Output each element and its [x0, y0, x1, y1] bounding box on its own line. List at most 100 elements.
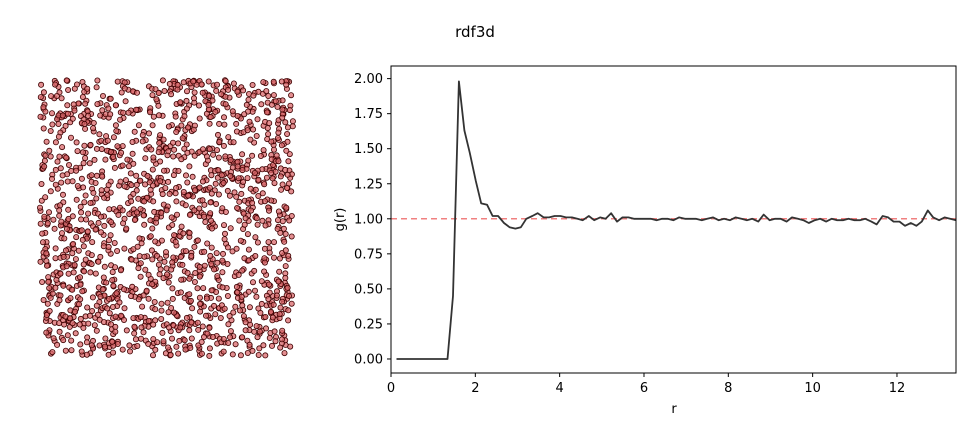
particle-point: [272, 98, 279, 105]
particle-point: [152, 86, 159, 93]
particle-point: [98, 187, 105, 194]
particle-point: [272, 338, 279, 345]
particle-point: [211, 266, 218, 273]
particle-point: [121, 245, 128, 252]
particle-point: [62, 347, 69, 354]
particle-point: [159, 191, 166, 198]
particle-point: [141, 221, 148, 228]
particle-point: [78, 348, 85, 355]
particle-point: [64, 102, 71, 109]
particle-point: [110, 349, 117, 356]
particle-point: [274, 103, 281, 110]
particle-point: [149, 256, 156, 263]
particle-point: [101, 222, 108, 229]
particle-point: [128, 256, 135, 263]
particle-point: [119, 207, 126, 214]
particle-point: [280, 225, 287, 232]
particle-point: [110, 153, 117, 160]
particle-point: [92, 179, 99, 186]
particle-point: [81, 199, 88, 206]
particle-point: [289, 123, 296, 130]
particle-point: [121, 305, 128, 312]
particle-point: [39, 230, 46, 237]
particle-point: [284, 171, 291, 178]
particle-point: [119, 143, 126, 150]
particle-point: [77, 315, 84, 322]
particle-point: [180, 230, 187, 237]
particle-point: [203, 153, 210, 160]
particle-point: [254, 221, 261, 228]
particle-point: [61, 235, 68, 242]
particle-point: [184, 179, 191, 186]
particle-point: [44, 262, 51, 269]
particle-point: [90, 189, 97, 196]
particle-point: [42, 194, 49, 201]
particle-point: [138, 324, 145, 331]
particle-point: [93, 327, 100, 334]
particle-point: [215, 191, 222, 198]
particle-point: [119, 346, 126, 353]
particle-point: [212, 311, 219, 318]
particle-point: [126, 211, 133, 218]
particle-point: [40, 125, 47, 132]
particle-point: [236, 198, 243, 205]
particle-point: [157, 178, 164, 185]
particle-point: [52, 166, 59, 173]
particle-point: [278, 142, 285, 149]
particle-point: [273, 292, 280, 299]
particle-point: [263, 109, 270, 116]
particle-point: [46, 285, 53, 292]
particle-point: [283, 204, 290, 211]
particle-point: [271, 180, 278, 187]
particle-point: [56, 320, 63, 327]
particle-point: [230, 139, 237, 146]
particle-point: [225, 134, 232, 141]
particle-point: [117, 116, 124, 123]
particle-point: [277, 173, 284, 180]
particle-point: [198, 350, 205, 357]
particle-point: [173, 184, 180, 191]
particle-point: [54, 341, 61, 348]
particle-point: [165, 279, 172, 286]
particle-point: [71, 107, 78, 114]
particle-point: [38, 81, 45, 88]
particle-point: [47, 188, 54, 195]
particle-point: [205, 93, 212, 100]
particle-point: [275, 129, 282, 136]
particle-point: [39, 278, 46, 285]
particle-point: [229, 351, 236, 358]
particle-point: [207, 217, 214, 224]
particle-point: [153, 252, 160, 259]
particle-point: [78, 209, 85, 216]
particle-point: [215, 154, 222, 161]
particle-point: [239, 167, 246, 174]
particle-point: [229, 108, 236, 115]
particle-point: [242, 327, 249, 334]
y-tick-label: 1.00: [354, 212, 383, 227]
particle-point: [274, 225, 281, 232]
particle-point: [82, 100, 89, 107]
particle-point: [137, 314, 144, 321]
particle-point: [112, 102, 119, 109]
particle-point: [56, 212, 63, 219]
particle-point: [226, 312, 233, 319]
particle-point: [43, 250, 50, 257]
particle-point: [74, 148, 81, 155]
particle-point: [100, 274, 107, 281]
x-tick-label: 8: [724, 381, 732, 396]
particle-point: [53, 276, 60, 283]
particle-point: [252, 234, 259, 241]
particle-point: [152, 238, 159, 245]
x-axis-label: r: [671, 402, 677, 417]
particle-point: [121, 79, 128, 86]
particle-point: [253, 215, 260, 222]
particle-point: [79, 288, 86, 295]
particle-point: [215, 167, 222, 174]
particle-point: [178, 122, 185, 129]
particle-point: [72, 330, 79, 337]
particle-point: [131, 323, 138, 330]
particle-point: [108, 219, 115, 226]
particle-point: [243, 101, 250, 108]
particle-point: [187, 297, 194, 304]
particle-point: [83, 216, 90, 223]
